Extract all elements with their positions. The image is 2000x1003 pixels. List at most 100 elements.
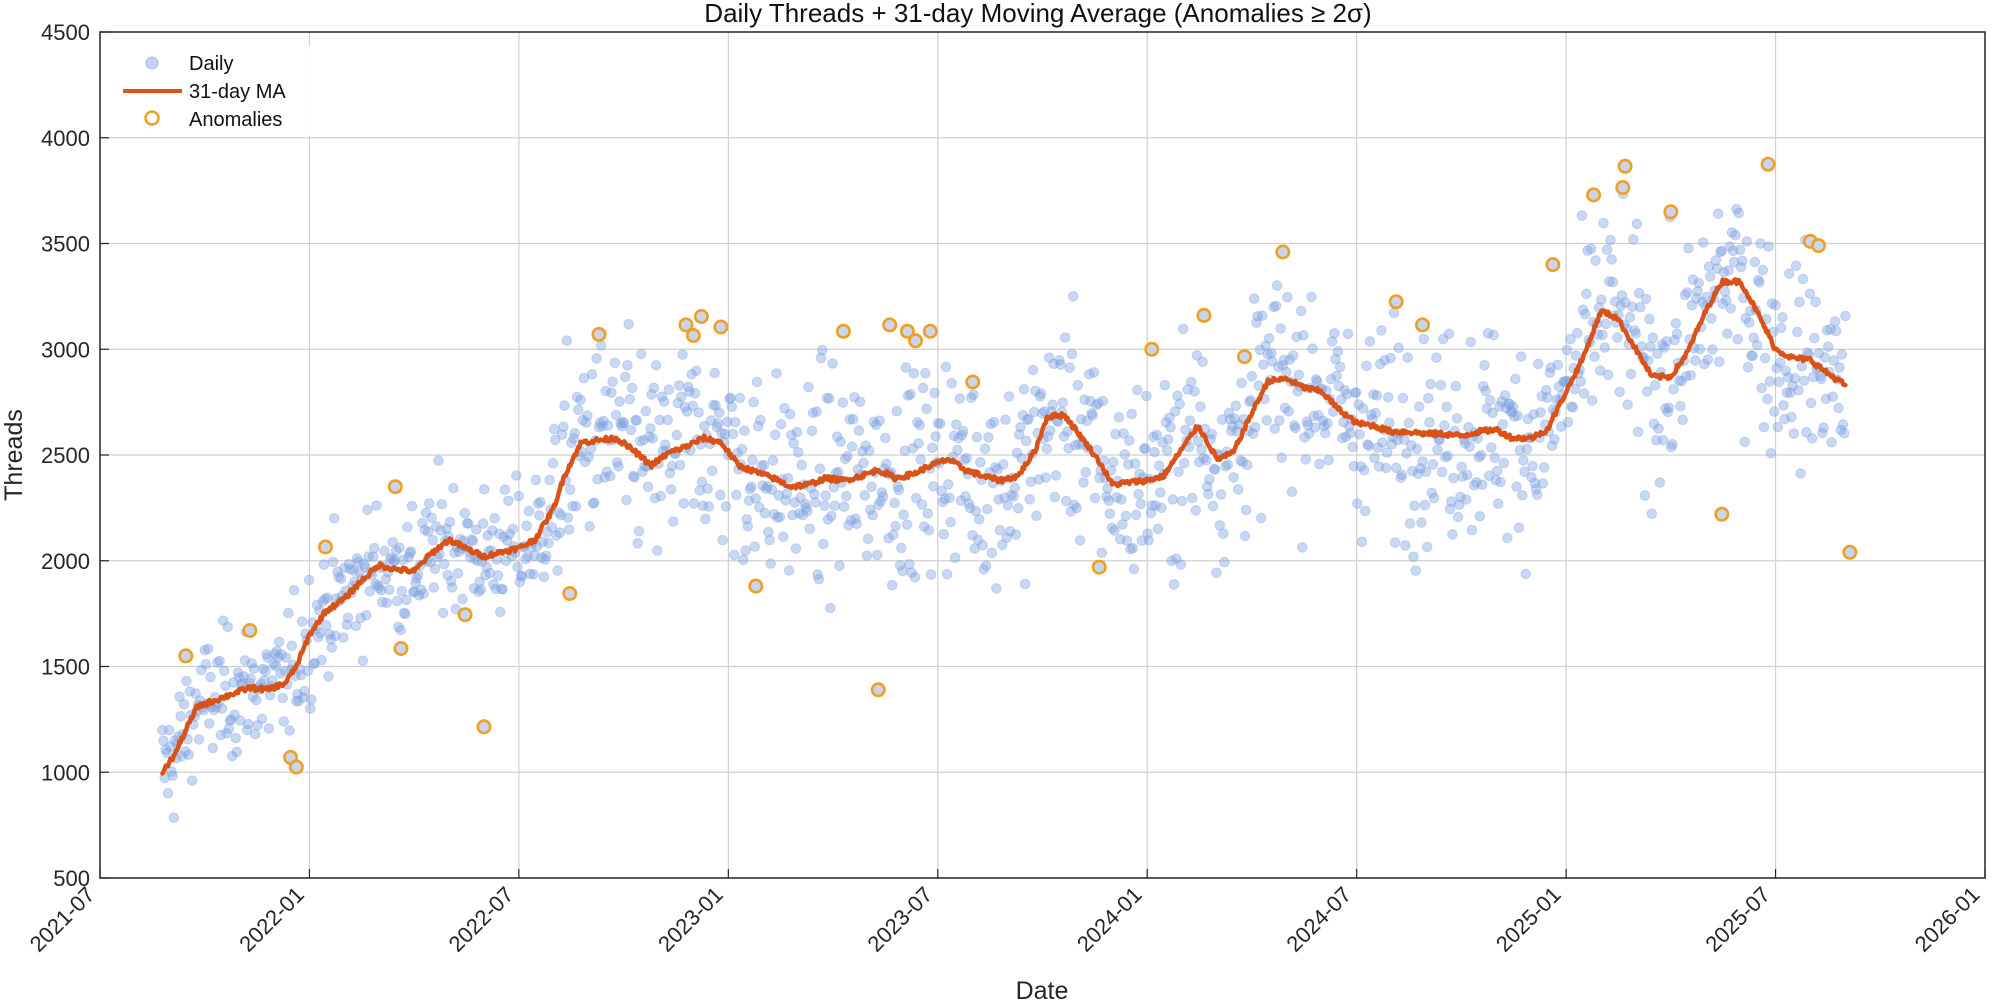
daily-point (1448, 472, 1459, 484)
daily-point (1502, 532, 1513, 544)
daily-point (540, 550, 552, 562)
daily-point (1146, 500, 1158, 511)
daily-point (1034, 391, 1046, 402)
daily-point (1775, 322, 1787, 334)
daily-point (985, 418, 997, 430)
daily-point (1330, 353, 1341, 365)
daily-point (1605, 234, 1616, 246)
daily-point (1122, 459, 1134, 470)
daily-point (524, 568, 536, 580)
daily-point (1496, 396, 1507, 407)
daily-point (190, 688, 201, 699)
daily-point (284, 725, 295, 736)
anomaly-point (1237, 349, 1253, 365)
daily-point (1423, 393, 1434, 404)
daily-point (959, 454, 970, 466)
daily-point (799, 498, 811, 510)
daily-point (1452, 511, 1464, 523)
daily-point (339, 562, 350, 574)
daily-point (1408, 551, 1419, 563)
daily-point (1645, 341, 1656, 353)
daily-point (674, 459, 686, 471)
daily-point (1193, 456, 1205, 468)
daily-point (1268, 301, 1279, 313)
daily-point (784, 408, 796, 420)
daily-point (276, 649, 287, 660)
daily-point (826, 510, 837, 522)
daily-point (1130, 509, 1142, 521)
daily-point (406, 500, 418, 512)
daily-point (393, 621, 404, 633)
daily-point (1345, 427, 1356, 439)
daily-point (1062, 426, 1073, 437)
daily-point (1325, 373, 1337, 385)
daily-point (480, 570, 491, 581)
daily-point (1070, 439, 1081, 451)
daily-point (1355, 461, 1367, 472)
daily-point (1116, 494, 1127, 505)
daily-point (357, 655, 369, 667)
anomaly-point (288, 759, 304, 775)
daily-point (1094, 472, 1105, 484)
daily-point (1010, 529, 1022, 540)
daily-point (174, 691, 185, 703)
daily-point (233, 672, 245, 684)
daily-point (610, 409, 622, 421)
daily-point (1299, 432, 1310, 443)
daily-point (1164, 412, 1175, 424)
daily-point (157, 724, 168, 736)
daily-point (291, 695, 302, 707)
daily-point (1654, 477, 1666, 488)
daily-point (1337, 432, 1348, 444)
daily-point (263, 723, 275, 734)
daily-point (693, 407, 704, 418)
daily-point (611, 457, 623, 468)
daily-point (217, 615, 229, 627)
daily-point (889, 497, 900, 509)
daily-point (725, 392, 736, 404)
daily-point (1377, 437, 1388, 448)
daily-point (820, 490, 832, 501)
daily-point (1754, 277, 1765, 288)
daily-point (375, 585, 387, 596)
daily-point (1204, 474, 1215, 485)
daily-point (939, 493, 951, 505)
daily-point (424, 498, 435, 509)
daily-point (1830, 325, 1842, 337)
daily-point (1081, 415, 1093, 427)
daily-point (960, 491, 971, 502)
daily-point (573, 404, 584, 416)
daily-point (1814, 370, 1826, 382)
daily-point (553, 507, 565, 519)
daily-point (819, 500, 830, 512)
daily-point (1187, 492, 1198, 504)
daily-point (1159, 379, 1171, 391)
daily-point (324, 629, 335, 640)
daily-point (1501, 403, 1512, 414)
daily-point (1772, 421, 1784, 433)
daily-point (543, 537, 554, 549)
daily-point (1805, 397, 1817, 409)
daily-point (1635, 301, 1646, 313)
daily-point (652, 545, 663, 556)
daily-point (1820, 393, 1832, 405)
daily-point (968, 389, 979, 401)
daily-point (1725, 303, 1737, 314)
daily-point (296, 616, 308, 627)
daily-point (1798, 375, 1810, 387)
daily-point (427, 534, 439, 546)
daily-point (1572, 327, 1583, 339)
daily-point (1119, 449, 1130, 460)
daily-point (364, 586, 376, 597)
daily-point (1426, 487, 1438, 499)
daily-point (1601, 244, 1613, 255)
daily-point (208, 704, 220, 716)
daily-point (1263, 333, 1275, 344)
daily-point (1468, 479, 1480, 491)
daily-point (677, 349, 688, 360)
daily-point (160, 744, 172, 756)
daily-point (1404, 518, 1416, 529)
daily-point (1753, 274, 1764, 286)
